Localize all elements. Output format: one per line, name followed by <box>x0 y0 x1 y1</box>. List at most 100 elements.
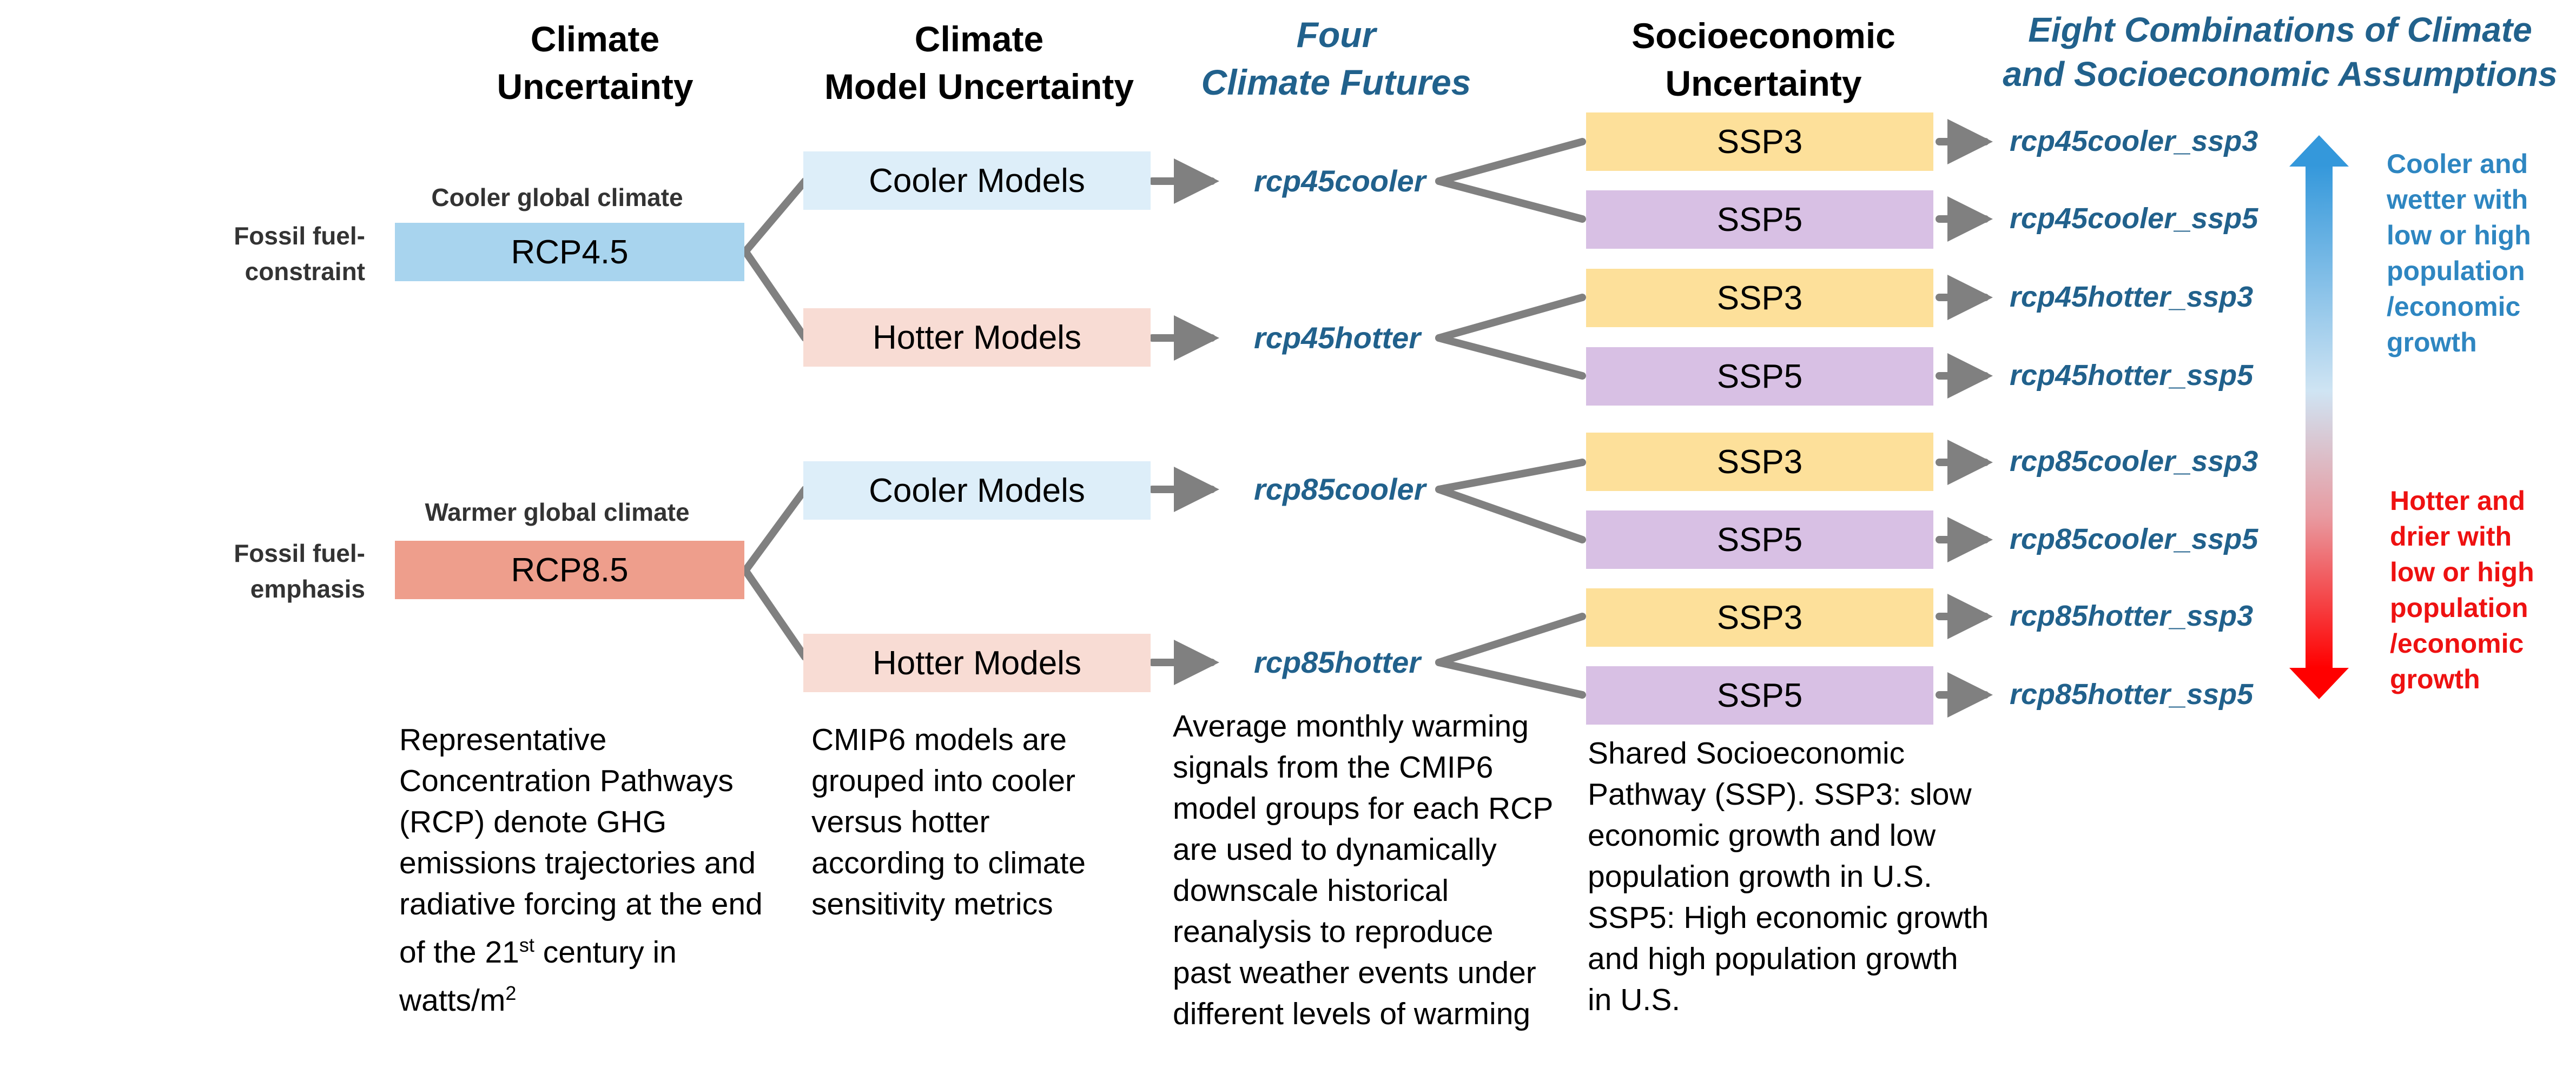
header-line: Model Uncertainty <box>824 67 1134 107</box>
future-rcp85hotter: rcp85hotter <box>1254 645 1421 679</box>
desc-line: grouped into cooler <box>811 764 1076 798</box>
desc-line: and high population growth <box>1588 941 1958 976</box>
description-cmip: CMIP6 models are grouped into cooler ver… <box>811 719 1158 925</box>
ssp3-box-4: SSP3 <box>1586 588 1933 647</box>
ssp5-box-1: SSP5 <box>1586 190 1933 249</box>
label-cooler-global-climate: Cooler global climate <box>431 183 683 211</box>
side-label-fossil-fuel-emphasis: Fossil fuel- emphasis <box>179 535 365 607</box>
ssp5-box-4: SSP5 <box>1586 666 1933 725</box>
desc-text: of the 21 <box>399 935 519 970</box>
desc-line: population growth in U.S. <box>1588 859 1932 894</box>
branch-rcp85-cooler <box>742 486 809 574</box>
cooler-models-box-rcp45: Cooler Models <box>803 151 1151 210</box>
side-label-fossil-fuel-constraint: Fossil fuel- constraint <box>179 218 365 289</box>
legend-line: population <box>2390 593 2528 623</box>
header-four-climate-futures: Four Climate Futures <box>1190 11 1482 106</box>
legend-line: low or high <box>2390 557 2534 587</box>
label-warmer-global-climate: Warmer global climate <box>425 498 690 526</box>
desc-line: model groups for each RCP <box>1173 791 1554 826</box>
legend-line: population <box>2387 256 2525 286</box>
description-warming: Average monthly warming signals from the… <box>1173 706 1584 1034</box>
legend-line: growth <box>2390 664 2480 694</box>
combo-rcp85hotter-ssp3: rcp85hotter_ssp3 <box>2010 600 2254 632</box>
legend-line: growth <box>2387 327 2477 357</box>
desc-line: reanalysis to reproduce <box>1173 914 1494 949</box>
desc-text: century in <box>534 935 677 970</box>
desc-line: radiative forcing at the end <box>399 887 763 921</box>
legend-hotter-drier: Hotter and drier with low or high popula… <box>2390 483 2534 697</box>
ssp5-box-3: SSP5 <box>1586 510 1933 569</box>
header-line: Eight Combinations of Climate <box>2028 10 2532 49</box>
branch-rcp85-hotter <box>742 567 809 661</box>
desc-line: emissions trajectories and <box>399 846 756 880</box>
hotter-models-box-rcp85: Hotter Models <box>803 634 1151 692</box>
desc-line: according to climate <box>811 846 1086 880</box>
branch-rcp85cooler-ssp3 <box>1435 459 1586 493</box>
rcp85-box: RCP8.5 <box>395 541 744 599</box>
header-line: Climate <box>914 19 1044 59</box>
desc-superscript: 2 <box>505 982 517 1004</box>
header-line: Uncertainty <box>497 67 693 107</box>
combo-rcp45hotter-ssp5: rcp45hotter_ssp5 <box>2010 359 2254 392</box>
desc-line: (RCP) denote GHG <box>399 805 667 839</box>
desc-line: signals from the CMIP6 <box>1173 750 1494 785</box>
branch-rcp45cooler-ssp3 <box>1435 138 1586 185</box>
legend-line: wetter with <box>2387 184 2528 215</box>
desc-line: Representative <box>399 722 607 757</box>
desc-line: versus hotter <box>811 805 990 839</box>
legend-line: /economic <box>2387 291 2521 322</box>
description-rcp: Representative Concentration Pathways (R… <box>399 719 800 1021</box>
header-line: Uncertainty <box>1665 63 1862 103</box>
future-rcp85cooler: rcp85cooler <box>1254 472 1426 506</box>
legend-line: Cooler and <box>2387 149 2528 179</box>
arrow-up-icon <box>2289 135 2349 167</box>
branch-rcp85hotter-ssp5 <box>1435 659 1586 699</box>
header-eight-combinations: Eight Combinations of Climate and Socioe… <box>1991 8 2570 96</box>
desc-line: SSP5: High economic growth <box>1588 900 1989 935</box>
branch-rcp85hotter-ssp3 <box>1435 613 1586 666</box>
cool-hot-gradient-bar <box>2306 165 2333 668</box>
header-line: Socioeconomic <box>1632 16 1895 56</box>
desc-line: Pathway (SSP). SSP3: slow <box>1588 777 1972 812</box>
side-label-line: emphasis <box>250 575 365 603</box>
rcp45-box: RCP4.5 <box>395 223 744 281</box>
legend-line: /economic <box>2390 628 2524 659</box>
side-label-line: Fossil fuel- <box>234 222 365 250</box>
desc-line: are used to dynamically <box>1173 832 1497 867</box>
hotter-models-box-rcp45: Hotter Models <box>803 308 1151 367</box>
combo-rcp85cooler-ssp5: rcp85cooler_ssp5 <box>2010 523 2258 555</box>
legend-line: drier with <box>2390 521 2512 552</box>
desc-text: watts/m <box>399 983 506 1018</box>
future-rcp45hotter: rcp45hotter <box>1254 321 1421 355</box>
legend-cooler-wetter: Cooler and wetter with low or high popul… <box>2387 146 2531 360</box>
branch-rcp45-hotter <box>742 248 809 342</box>
header-line: Climate <box>530 19 660 59</box>
header-climate-uncertainty: Climate Uncertainty <box>460 15 730 110</box>
ssp3-box-3: SSP3 <box>1586 433 1933 491</box>
combo-rcp45cooler-ssp5: rcp45cooler_ssp5 <box>2010 202 2258 235</box>
combo-rcp85hotter-ssp5: rcp85hotter_ssp5 <box>2010 678 2254 711</box>
branch-rcp45hotter-ssp3 <box>1435 294 1586 342</box>
desc-line: past weather events under <box>1173 956 1536 990</box>
ssp5-box-2: SSP5 <box>1586 347 1933 406</box>
desc-line: Average monthly warming <box>1173 709 1529 744</box>
arrow-down-icon <box>2289 668 2349 699</box>
header-line: and Socioeconomic Assumptions <box>2003 55 2558 94</box>
combo-rcp85cooler-ssp3: rcp85cooler_ssp3 <box>2010 445 2258 477</box>
header-model-uncertainty: Climate Model Uncertainty <box>801 15 1158 110</box>
desc-line: Concentration Pathways <box>399 764 734 798</box>
header-line: Climate Futures <box>1201 62 1471 102</box>
desc-line: economic growth and low <box>1588 818 1936 853</box>
legend-line: Hotter and <box>2390 486 2525 516</box>
combo-rcp45hotter-ssp3: rcp45hotter_ssp3 <box>2010 281 2254 313</box>
desc-line: watts/m2 <box>399 973 800 1021</box>
header-line: Four <box>1296 15 1376 55</box>
ssp3-box-1: SSP3 <box>1586 112 1933 171</box>
desc-line: downscale historical <box>1173 873 1449 908</box>
description-ssp: Shared Socioeconomic Pathway (SSP). SSP3… <box>1588 733 2010 1020</box>
branch-rcp45hotter-ssp5 <box>1435 334 1586 380</box>
future-rcp45cooler: rcp45cooler <box>1254 164 1426 198</box>
desc-line: Shared Socioeconomic <box>1588 736 1905 771</box>
side-label-line: Fossil fuel- <box>234 539 365 567</box>
